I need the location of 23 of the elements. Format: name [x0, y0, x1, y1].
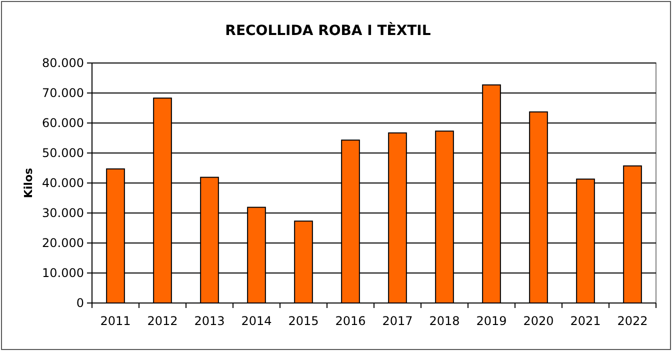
y-tick-label: 80.000 — [42, 56, 84, 70]
y-axis-title: Kilos — [22, 167, 35, 198]
y-tick-label: 40.000 — [42, 176, 84, 190]
x-tick-label: 2015 — [288, 314, 319, 328]
y-tick-label: 50.000 — [42, 146, 84, 160]
x-tick-label: 2011 — [100, 314, 131, 328]
y-tick-label: 30.000 — [42, 206, 84, 220]
x-tick-label: 2021 — [570, 314, 601, 328]
x-tick-label: 2020 — [523, 314, 554, 328]
x-tick-label: 2017 — [382, 314, 413, 328]
x-tick-label: 2014 — [241, 314, 272, 328]
x-tick-label: 2013 — [194, 314, 225, 328]
y-tick-label: 70.000 — [42, 86, 84, 100]
y-tick-label: 10.000 — [42, 266, 84, 280]
x-tick-label: 2022 — [617, 314, 648, 328]
x-tick-label: 2019 — [476, 314, 507, 328]
x-tick-label: 2018 — [429, 314, 460, 328]
x-tick-label: 2012 — [147, 314, 178, 328]
chart-title: RECOLLIDA ROBA I TÈXTIL — [225, 22, 431, 39]
x-tick-label: 2016 — [335, 314, 366, 328]
y-tick-label: 20.000 — [42, 236, 84, 250]
y-tick-label: 60.000 — [42, 116, 84, 130]
y-tick-label: 0 — [76, 296, 84, 310]
